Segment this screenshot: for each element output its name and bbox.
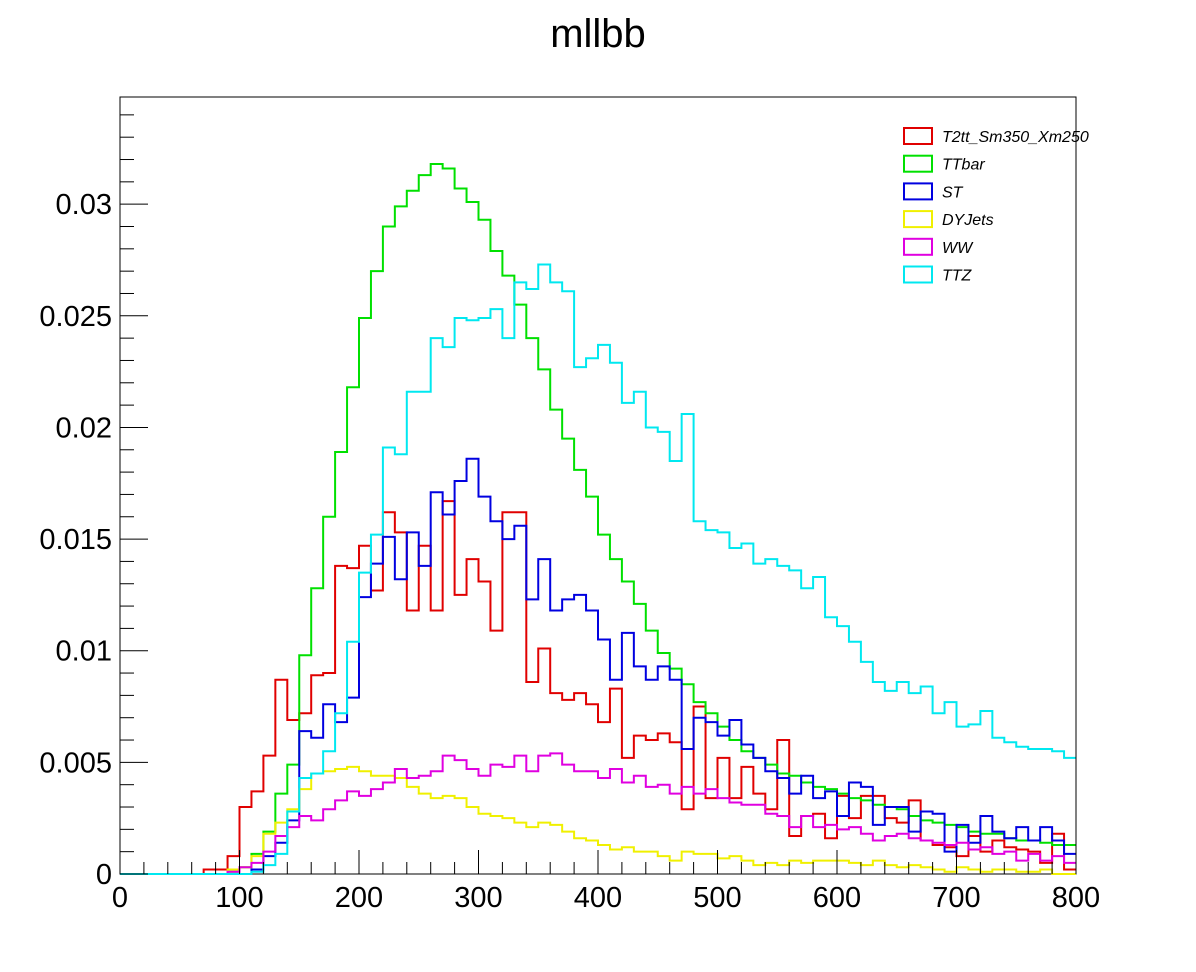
- legend-label: T2tt_Sm350_Xm250: [942, 129, 1089, 146]
- legend-label: ST: [942, 184, 964, 201]
- legend-label: WW: [942, 240, 974, 257]
- legend-label: DYJets: [942, 212, 994, 229]
- legend-label: TTbar: [942, 157, 985, 174]
- legend-label: TTZ: [942, 268, 973, 285]
- legend-swatch: [903, 237, 933, 256]
- series-layer: [120, 162, 1076, 875]
- x-tick-label: 100: [215, 882, 263, 914]
- series-line-st: [120, 457, 1076, 875]
- chart-title: mllbb: [550, 12, 646, 56]
- legend-swatch: [903, 210, 933, 229]
- y-tick-label: 0.03: [56, 189, 112, 221]
- y-tick-label: 0.025: [39, 301, 112, 333]
- y-axis: 0 0.005 0.01 0.015 0.02 0.025 0.03: [39, 114, 148, 891]
- x-tick-label: 500: [693, 882, 741, 914]
- x-tick-label: 400: [574, 882, 622, 914]
- y-tick-label: 0.02: [56, 412, 112, 444]
- x-tick-label: 0: [112, 882, 128, 914]
- series-line-ttz: [120, 263, 1076, 875]
- x-tick-label: 200: [335, 882, 383, 914]
- y-tick-label: 0.01: [56, 636, 112, 668]
- legend-swatch: [903, 265, 933, 284]
- x-tick-label: 600: [813, 882, 861, 914]
- legend-swatch: [903, 154, 933, 173]
- series-line-ww: [120, 752, 1076, 875]
- y-tick-label: 0.015: [39, 524, 112, 556]
- x-tick-label: 800: [1052, 882, 1100, 914]
- y-tick-label: 0.005: [39, 747, 112, 779]
- x-tick-label: 700: [932, 882, 980, 914]
- legend-background: [898, 117, 1118, 297]
- y-tick-label: 0: [96, 859, 112, 891]
- legend-swatch: [903, 127, 933, 145]
- x-axis: 0 100 200 300 400 500 600 700 800: [112, 850, 1100, 914]
- legend: T2tt_Sm350_Xm250 TTbar ST DYJets WW TTZ: [898, 97, 1118, 874]
- legend-swatch: [903, 182, 933, 201]
- x-tick-label: 300: [454, 882, 502, 914]
